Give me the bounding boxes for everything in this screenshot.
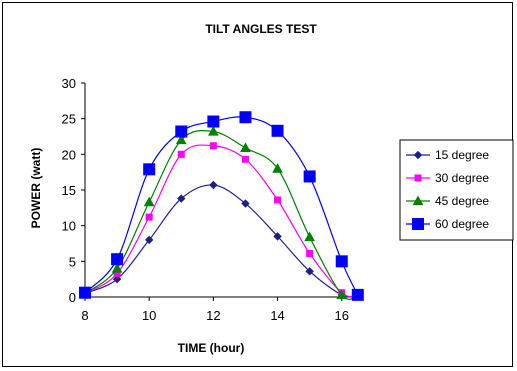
legend-marker [412,195,424,206]
legend-label: 60 degree [435,217,489,231]
series-line [84,184,358,298]
legend-marker [412,218,424,230]
legend: 15 degree 30 degree 45 degree 60 degree [399,139,514,241]
data-point [304,231,316,242]
x-ticks: 8 10 12 14 16 [81,297,349,323]
data-point [175,134,187,145]
data-point [271,124,284,137]
data-point [111,253,124,266]
y-tick-label: 5 [69,254,76,269]
series-group [79,111,364,301]
series-2 [81,142,362,300]
data-point [209,142,217,150]
data-point [336,289,348,299]
legend-item: 30 degree [406,171,489,185]
plot-area: 0 5 10 15 20 25 30 8 10 12 14 16 [62,76,364,323]
legend-marker [413,150,423,160]
data-point [208,125,219,136]
legend-marker [414,174,422,182]
y-axis-title: POWER (watt) [29,148,43,229]
data-point [335,255,348,268]
x-tick-label: 14 [270,308,284,323]
x-tick-label: 10 [142,308,156,323]
chart-frame: TILT ANGLES TEST 0 5 10 15 20 25 30 8 10 12 14 16 … [2,2,514,367]
data-point [241,155,249,163]
data-point [303,170,316,183]
x-axis-title: TIME (hour) [178,341,245,355]
y-tick-label: 15 [62,183,76,198]
data-point [305,267,314,276]
data-point [274,196,282,204]
legend-label: 45 degree [435,194,489,208]
y-tick-label: 10 [62,219,76,234]
chart-title: TILT ANGLES TEST [205,22,317,36]
legend-label: 30 degree [435,171,489,185]
series-line [84,129,358,300]
x-tick-label: 12 [206,308,220,323]
series-line [84,116,359,296]
legend-item: 45 degree [406,194,489,208]
data-point [351,288,364,301]
data-point [177,150,185,158]
data-point [143,196,155,207]
data-point [111,262,123,273]
y-tick-label: 30 [62,76,76,91]
data-point [272,163,283,173]
data-point [239,111,252,124]
y-ticks: 0 5 10 15 20 25 30 [62,76,85,305]
data-point [273,232,282,241]
series-4 [79,111,364,301]
data-point [306,249,314,257]
legend-item: 15 degree [406,148,489,162]
y-tick-label: 20 [62,147,76,162]
legend-item: 60 degree [406,217,489,231]
series-line [84,144,358,298]
y-tick-label: 0 [69,290,76,305]
data-point [209,180,218,190]
data-point [144,235,154,245]
data-point [240,142,251,153]
legend-label: 15 degree [435,148,489,162]
data-point [112,274,122,284]
data-point [145,213,153,221]
data-point [143,163,156,176]
data-point [175,125,188,138]
x-tick-label: 16 [335,308,349,323]
y-tick-label: 25 [62,112,76,127]
data-point [207,115,220,128]
x-tick-label: 8 [81,308,88,323]
legend-items: 15 degree 30 degree 45 degree 60 degree [406,148,489,231]
data-point [177,194,186,203]
data-point [241,199,250,208]
data-point [79,286,91,299]
